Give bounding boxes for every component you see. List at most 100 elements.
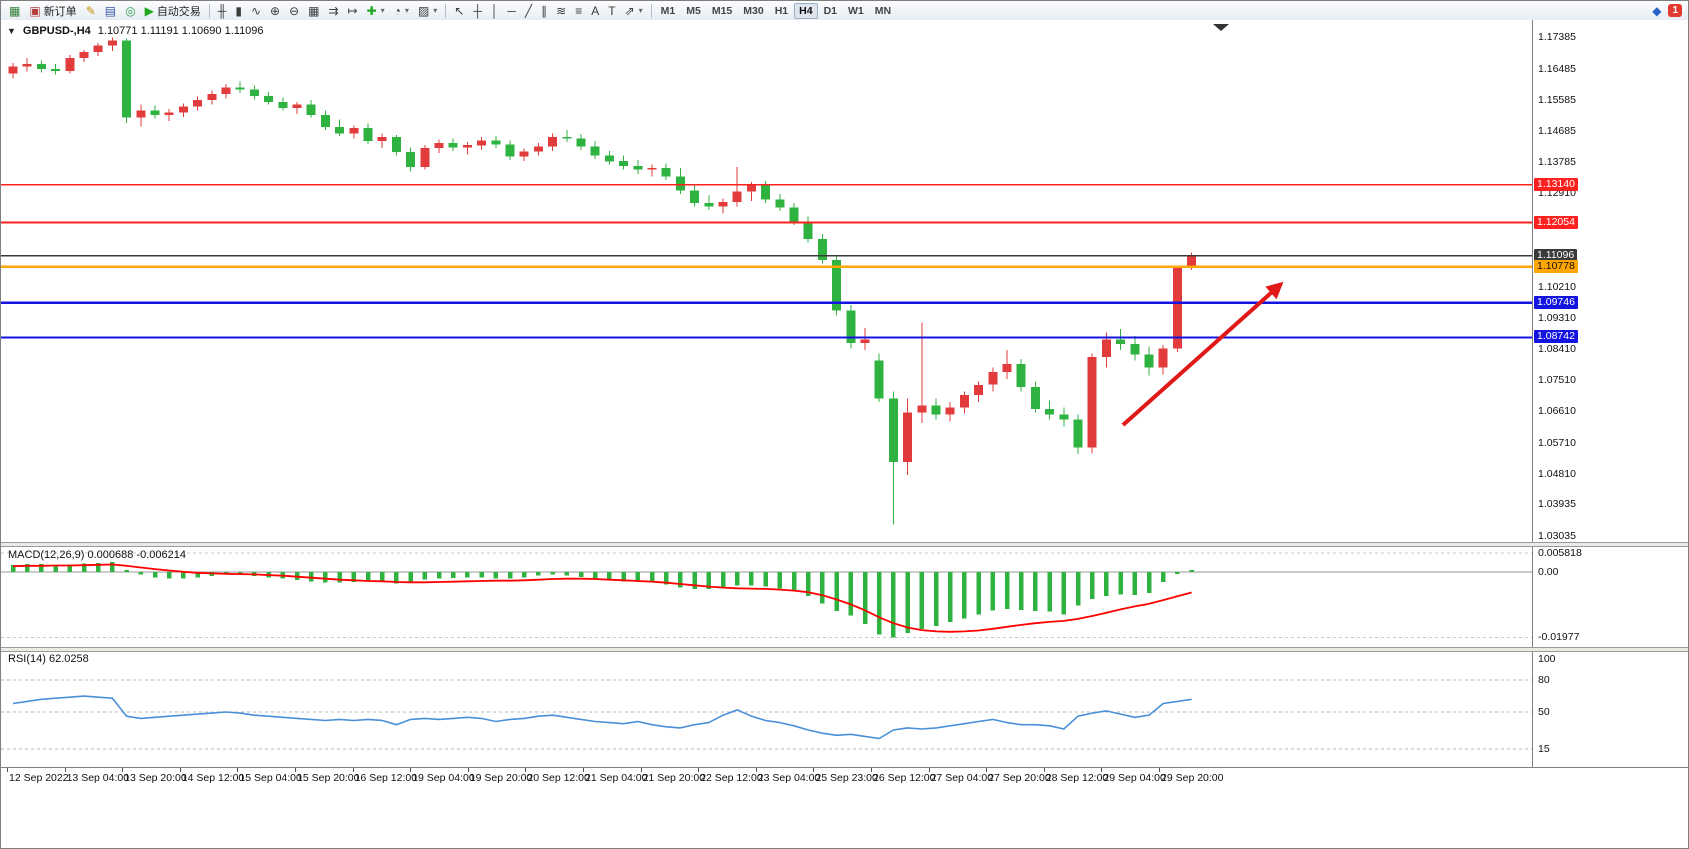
trendline-button[interactable]: ╱ bbox=[521, 2, 536, 20]
grid-button[interactable]: ≡ bbox=[571, 2, 586, 20]
time-label: 29 Sep 04:00 bbox=[1103, 772, 1166, 784]
autotrading-button[interactable]: ▶ 自动交易 bbox=[141, 2, 205, 20]
time-tick-mark bbox=[928, 768, 930, 772]
time-label: 13 Sep 20:00 bbox=[124, 772, 187, 784]
text-icon: A bbox=[591, 3, 600, 18]
time-label: 13 Sep 04:00 bbox=[66, 772, 130, 784]
time-tick-mark bbox=[179, 768, 181, 772]
crosshair-button[interactable]: ┼ bbox=[469, 2, 486, 20]
vertical-line-button[interactable]: │ bbox=[487, 2, 503, 20]
macd-tick: 0.00 bbox=[1538, 566, 1559, 579]
symbol-period-label: GBPUSD-,H4 bbox=[22, 25, 91, 37]
time-label: 21 Sep 04:00 bbox=[585, 772, 648, 784]
one-click-trading-toggle[interactable]: ▼ bbox=[7, 26, 16, 36]
time-tick-mark bbox=[755, 768, 757, 772]
chart-title: ▼ GBPUSD-,H4 1.10771 1.11191 1.10690 1.1… bbox=[7, 25, 264, 37]
timeframe-d1-button[interactable]: D1 bbox=[823, 4, 838, 17]
time-tick-mark bbox=[813, 768, 815, 772]
periods-button[interactable]: ◔ ▾ bbox=[390, 2, 413, 20]
indicators-button[interactable]: ✚ ▾ bbox=[363, 2, 389, 20]
chart-shift-button[interactable]: ↦ bbox=[344, 2, 362, 20]
rsi-tick: 100 bbox=[1538, 653, 1556, 665]
timeframe-w1-button[interactable]: W1 bbox=[848, 4, 864, 17]
time-axis[interactable]: 12 Sep 2022 13 Sep 04:00 13 Sep 20:00 14 Se… bbox=[1, 767, 1688, 788]
chevron-down-icon: ▾ bbox=[638, 6, 643, 15]
timeframe-h1-button[interactable]: H1 bbox=[774, 4, 789, 17]
price-tick: 1.09310 bbox=[1538, 311, 1576, 324]
new-chart-button[interactable]: ▦ bbox=[5, 2, 24, 20]
time-tick-mark bbox=[122, 768, 124, 772]
community-button[interactable]: ◆ bbox=[1648, 2, 1665, 20]
arrow-shapes-icon: ⇗ bbox=[624, 3, 635, 18]
chart-shift-marker[interactable] bbox=[1213, 24, 1229, 31]
rsi-tick: 50 bbox=[1538, 706, 1550, 718]
rsi-tick: 80 bbox=[1538, 674, 1550, 687]
templates-button[interactable]: ▨ ▾ bbox=[414, 2, 441, 20]
time-tick-mark bbox=[871, 768, 872, 772]
fibonacci-button[interactable]: ≋ bbox=[552, 2, 570, 20]
fibonacci-icon: ≋ bbox=[556, 3, 567, 18]
timeframe-mn-button[interactable]: MN bbox=[874, 4, 892, 17]
price-badge-1.10778: 1.10778 bbox=[1534, 259, 1578, 273]
toolbar: ▦ ▣ 新订单 ✎ ▤ ◎ ▶ 自动交易 ╫ ▮ ∿ ⊕ ⊖ ▦ ⇉ ↦ ✚ ▾ ◔ ▾ ▨ ▾ ↖ ┼ │ ─ ╱ ∥ ≋ ≡ A T ⇗ ▾ M… bbox=[1, 1, 1688, 21]
new-order-button-label: 新订单 bbox=[43, 5, 77, 18]
notifications-badge[interactable]: 1 bbox=[1668, 4, 1682, 17]
timeframe-m30-button[interactable]: M30 bbox=[743, 4, 764, 17]
chevron-down-icon: ▾ bbox=[433, 6, 438, 15]
metaeditor-button[interactable]: ✎ bbox=[82, 2, 100, 20]
cursor-button[interactable]: ↖ bbox=[450, 2, 468, 20]
chevron-down-icon: ▾ bbox=[380, 6, 385, 15]
pane-splitter-macd[interactable] bbox=[1, 542, 1688, 547]
time-label: 27 Sep 04:00 bbox=[930, 772, 994, 784]
candlestick-button[interactable]: ▮ bbox=[231, 2, 246, 20]
time-tick-mark bbox=[237, 768, 239, 772]
zoom-out-button[interactable]: ⊖ bbox=[285, 2, 303, 20]
time-tick-mark bbox=[640, 768, 642, 772]
price-tick: 1.17385 bbox=[1538, 31, 1576, 44]
horizontal-line-button[interactable]: ─ bbox=[503, 2, 520, 20]
shapes-button[interactable]: ⇗ ▾ bbox=[621, 2, 647, 20]
terminal-button[interactable]: ◎ bbox=[121, 2, 139, 20]
time-label: 19 Sep 04:00 bbox=[412, 772, 475, 784]
line-chart-button[interactable]: ∿ bbox=[247, 2, 265, 20]
time-label: 27 Sep 20:00 bbox=[988, 772, 1051, 784]
timeframe-m1-button[interactable]: M1 bbox=[660, 4, 676, 17]
time-label: 21 Sep 20:00 bbox=[642, 772, 706, 784]
time-tick-mark bbox=[7, 768, 8, 772]
macd-values: 0.000688 -0.006214 bbox=[87, 549, 186, 561]
templates-icon: ▨ bbox=[417, 3, 430, 18]
time-tick-mark bbox=[986, 768, 988, 772]
rsi-line bbox=[12, 695, 1192, 740]
timeframe-h4-button[interactable]: H4 bbox=[794, 2, 818, 19]
price-badge-1.08742: 1.08742 bbox=[1534, 330, 1578, 344]
rsi-value: 62.0258 bbox=[48, 653, 89, 665]
text-button[interactable]: A bbox=[587, 2, 603, 20]
macd-name: MACD(12,26,9) bbox=[8, 549, 85, 561]
price-badge-1.09746: 1.09746 bbox=[1534, 295, 1578, 309]
price-axis[interactable]: 1.17385 1.16485 1.15585 1.14685 1.13785 1.129… bbox=[1532, 20, 1688, 767]
tile-windows-icon: ▦ bbox=[308, 3, 320, 18]
time-label: 15 Sep 04:00 bbox=[239, 772, 302, 784]
time-label: 20 Sep 12:00 bbox=[527, 772, 590, 784]
time-tick-mark bbox=[64, 768, 66, 772]
timeframe-m15-button[interactable]: M15 bbox=[711, 4, 733, 17]
timeframe-m5-button[interactable]: M5 bbox=[686, 4, 701, 17]
grid-icon: ≡ bbox=[575, 3, 583, 18]
price-badge-1.12054: 1.12054 bbox=[1534, 215, 1578, 229]
tile-windows-button[interactable]: ▦ bbox=[304, 2, 323, 20]
chart-plot[interactable] bbox=[1, 20, 1533, 767]
equidistant-channel-button[interactable]: ∥ bbox=[537, 2, 551, 20]
price-tick: 1.14685 bbox=[1538, 125, 1576, 138]
bar-chart-button[interactable]: ╫ bbox=[214, 2, 231, 20]
price-tick: 1.05710 bbox=[1538, 436, 1576, 449]
auto-scroll-button[interactable]: ⇉ bbox=[324, 2, 342, 20]
new-order-button[interactable]: ▣ 新订单 bbox=[25, 2, 80, 20]
trend-arrow[interactable] bbox=[1121, 281, 1284, 427]
text-label-button[interactable]: T bbox=[604, 2, 619, 20]
market-watch-button[interactable]: ▤ bbox=[101, 2, 120, 20]
pane-splitter-rsi[interactable] bbox=[1, 647, 1688, 652]
price-tick: 1.16485 bbox=[1538, 62, 1576, 75]
zoom-in-button[interactable]: ⊕ bbox=[266, 2, 284, 20]
time-tick-mark bbox=[1101, 768, 1103, 772]
